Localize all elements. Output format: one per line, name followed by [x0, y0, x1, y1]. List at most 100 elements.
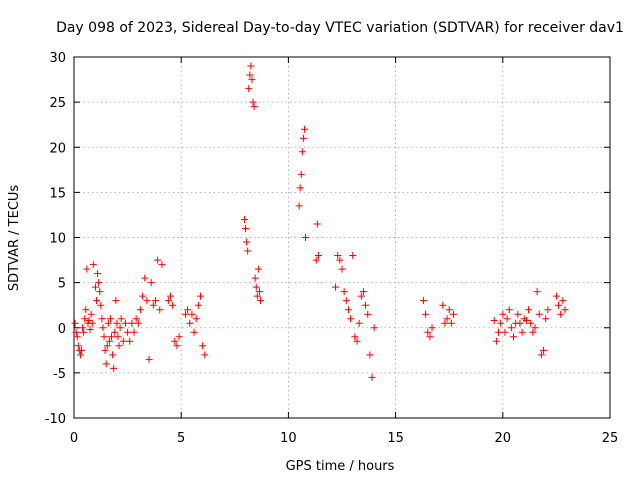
- data-point: [139, 292, 147, 300]
- data-point: [368, 373, 376, 381]
- data-point: [531, 324, 539, 332]
- data-point: [501, 328, 509, 336]
- data-point: [175, 333, 183, 341]
- data-point: [248, 76, 256, 84]
- data-point: [119, 337, 127, 345]
- data-point: [194, 301, 202, 309]
- data-point: [252, 283, 260, 291]
- x-tick-label: 10: [280, 431, 297, 446]
- data-point: [173, 342, 181, 350]
- data-point: [93, 297, 101, 305]
- data-point: [503, 315, 511, 323]
- data-point: [110, 364, 118, 372]
- y-tick-label: 10: [49, 232, 66, 247]
- data-point: [96, 288, 104, 296]
- data-point: [299, 134, 307, 142]
- data-point: [499, 310, 507, 318]
- data-point: [490, 317, 498, 325]
- data-point: [117, 315, 125, 323]
- data-point: [296, 184, 304, 192]
- data-point: [366, 351, 374, 359]
- data-point: [542, 315, 550, 323]
- data-point: [510, 333, 518, 341]
- data-point: [113, 319, 121, 327]
- data-point: [106, 315, 114, 323]
- data-point: [151, 297, 159, 305]
- data-point: [370, 324, 378, 332]
- data-point: [141, 274, 149, 282]
- data-point: [79, 324, 87, 332]
- data-point: [83, 265, 91, 273]
- data-point: [188, 310, 196, 318]
- data-point: [255, 288, 263, 296]
- data-point: [516, 319, 524, 327]
- data-point: [128, 319, 136, 327]
- data-point: [342, 297, 350, 305]
- data-point: [171, 337, 179, 345]
- data-point: [100, 333, 108, 341]
- data-point: [78, 346, 86, 354]
- y-tick-label: 5: [58, 277, 66, 292]
- data-point: [103, 342, 111, 350]
- data-point: [76, 351, 84, 359]
- grid-lines: [74, 57, 610, 418]
- data-point: [353, 337, 361, 345]
- data-point: [312, 256, 320, 264]
- data-point: [186, 319, 194, 327]
- data-point: [116, 324, 124, 332]
- data-point: [441, 319, 449, 327]
- data-point: [80, 328, 88, 336]
- data-point: [244, 247, 252, 255]
- data-point: [559, 297, 567, 305]
- data-point: [349, 252, 357, 260]
- data-point: [169, 301, 177, 309]
- data-point: [86, 326, 94, 334]
- data-point: [115, 342, 123, 350]
- data-point: [514, 310, 522, 318]
- data-point: [149, 301, 157, 309]
- data-point: [94, 270, 102, 278]
- data-point: [533, 288, 541, 296]
- data-point: [184, 306, 192, 314]
- data-point: [449, 310, 457, 318]
- data-point: [347, 315, 355, 323]
- data-point: [181, 310, 189, 318]
- data-point: [419, 297, 427, 305]
- data-point: [121, 319, 129, 327]
- data-point: [250, 103, 258, 111]
- data-point: [359, 288, 367, 296]
- data-point: [257, 297, 265, 305]
- data-point: [108, 333, 116, 341]
- data-point: [522, 317, 530, 325]
- data-point: [91, 283, 99, 291]
- y-tick-labels: -10 -5 0 5 10 15 20 25 30: [45, 51, 66, 427]
- data-point: [240, 215, 248, 223]
- data-point: [147, 279, 155, 287]
- data-point: [132, 315, 140, 323]
- data-point: [243, 238, 251, 246]
- data-point: [72, 328, 80, 336]
- data-point: [355, 319, 363, 327]
- x-axis-label: GPS time / hours: [286, 459, 395, 474]
- x-tick-label: 25: [602, 431, 619, 446]
- data-point: [334, 252, 342, 260]
- data-point: [428, 324, 436, 332]
- data-point: [295, 202, 303, 210]
- data-point: [518, 328, 526, 336]
- y-tick-label: 0: [58, 322, 66, 337]
- data-point: [422, 310, 430, 318]
- data-point: [557, 310, 565, 318]
- data-point: [552, 292, 560, 300]
- data-point: [338, 265, 346, 273]
- data-point: [253, 292, 261, 300]
- data-point: [540, 346, 548, 354]
- data-point: [126, 337, 134, 345]
- data-point: [254, 265, 262, 273]
- data-point: [164, 297, 172, 305]
- data-point: [196, 292, 204, 300]
- data-point: [199, 342, 207, 350]
- x-tick-label: 0: [70, 431, 78, 446]
- data-point: [105, 337, 113, 345]
- data-point: [190, 328, 198, 336]
